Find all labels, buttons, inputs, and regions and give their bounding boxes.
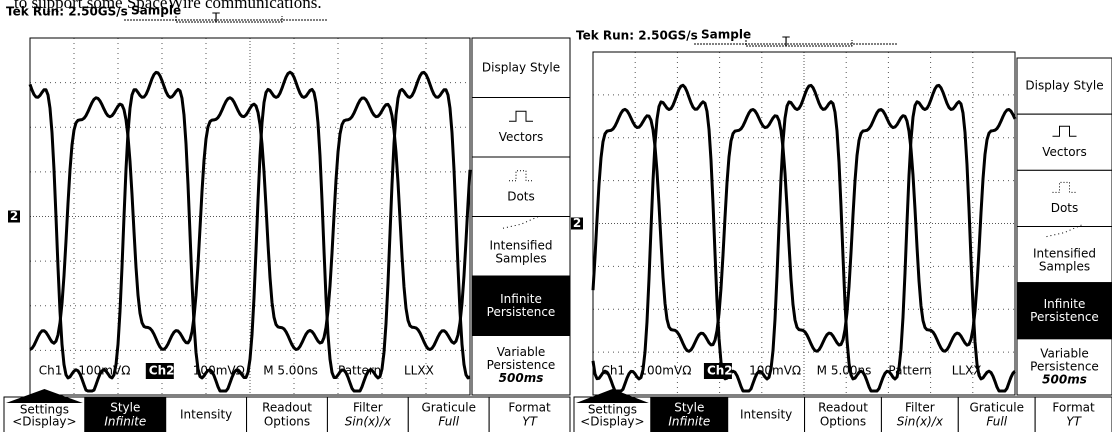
readout: 100mVΩ <box>639 364 691 378</box>
side-menu-label: Samples <box>1039 260 1090 274</box>
side-menu-label: Intensified <box>1033 247 1096 261</box>
bottom-menu-label: Graticule <box>421 401 476 415</box>
bottom-menu-value: <Display> <box>580 415 644 429</box>
settings-tab <box>576 389 649 403</box>
side-menu-value: 500ms <box>499 371 544 385</box>
bottom-menu-value: Sin(x)/x <box>897 415 944 429</box>
readout: Ch1 <box>39 364 63 378</box>
bottom-menu-label: Filter <box>905 401 935 415</box>
side-menu-label: Persistence <box>487 358 556 372</box>
bottom-menu-label: Format <box>1052 401 1095 415</box>
bottom-menu-label: Readout <box>818 401 868 415</box>
bottom-menu-value: YT <box>1066 415 1082 429</box>
readout: 100mVΩ <box>749 364 801 378</box>
bottom-menu-value: Full <box>438 415 459 429</box>
readout: LLXX <box>952 364 982 378</box>
side-menu-label: Variable <box>497 345 546 359</box>
status-header: Tek Run: 2.50GS/s <box>6 5 128 19</box>
side-menu-item[interactable] <box>472 98 570 158</box>
bottom-menu-value: Sin(x)/x <box>345 415 392 429</box>
bottom-menu-label: Filter <box>353 401 383 415</box>
page: {"caption": "to support some SpaceWire c… <box>0 0 1112 432</box>
screenshots: to support some SpaceWire communications… <box>0 0 1112 432</box>
side-menu-label: Intensified <box>490 238 553 252</box>
readout: M 5.00ns <box>263 364 318 378</box>
side-menu-value: 500ms <box>1042 372 1087 386</box>
waveform <box>30 72 470 391</box>
side-menu-item[interactable] <box>1017 114 1112 170</box>
bottom-menu-value: Options <box>820 415 866 429</box>
bottom-menu-label: Intensity <box>180 408 232 422</box>
side-menu-label: Display Style <box>1025 79 1103 93</box>
bottom-menu-value: Options <box>264 415 310 429</box>
side-menu-label: Persistence <box>487 305 556 319</box>
side-menu-label: Vectors <box>499 130 544 144</box>
trigger-pos: T <box>211 11 220 25</box>
bottom-menu-value: <Display> <box>12 415 76 429</box>
bottom-menu-value: Full <box>986 415 1007 429</box>
bottom-menu-label: Format <box>508 401 551 415</box>
side-menu-label: Persistence <box>1030 359 1099 373</box>
side-menu-item[interactable] <box>1017 170 1112 226</box>
readout: LLXX <box>404 364 434 378</box>
status-header: Tek Run: 2.50GS/s <box>576 29 698 43</box>
readout: M 5.00ns <box>817 364 872 378</box>
readout: Pattern <box>888 364 931 378</box>
readout: Pattern <box>338 364 381 378</box>
side-menu-label: Samples <box>495 251 546 265</box>
side-menu-label: Dots <box>1051 201 1079 215</box>
readout: 100mVΩ <box>193 364 245 378</box>
side-menu-label: Persistence <box>1030 310 1099 324</box>
bottom-menu-value: YT <box>522 415 538 429</box>
bottom-menu-label: Intensity <box>740 408 792 422</box>
side-menu-label: Vectors <box>1042 145 1087 159</box>
bottom-menu-label: Readout <box>262 401 312 415</box>
readout: 100mVΩ <box>78 364 130 378</box>
side-menu-label: Infinite <box>500 292 542 306</box>
bottom-menu-label: Graticule <box>969 401 1024 415</box>
readout: Ch2 <box>707 364 733 378</box>
trigger-pos: T <box>781 35 790 49</box>
bottom-menu-label: Style <box>110 401 140 415</box>
acquisition-mode: Sample <box>701 28 751 42</box>
bottom-menu-label: Style <box>674 401 704 415</box>
readout: Ch1 <box>601 364 625 378</box>
side-menu-label: Dots <box>507 189 535 203</box>
side-menu-label: Variable <box>1040 346 1089 360</box>
side-menu-label: Infinite <box>1044 297 1086 311</box>
acquisition-mode: Sample <box>131 4 181 18</box>
bottom-menu-value: Infinite <box>668 415 710 429</box>
graticule <box>593 52 1015 395</box>
side-menu-item[interactable] <box>472 157 570 217</box>
settings-tab <box>6 389 83 403</box>
ch-marker: 2 <box>10 209 18 223</box>
graticule <box>30 38 470 395</box>
ch-marker: 2 <box>573 216 581 230</box>
bottom-menu-value: Infinite <box>104 415 146 429</box>
readout: Ch2 <box>149 364 175 378</box>
side-menu-label: Display Style <box>482 60 560 74</box>
